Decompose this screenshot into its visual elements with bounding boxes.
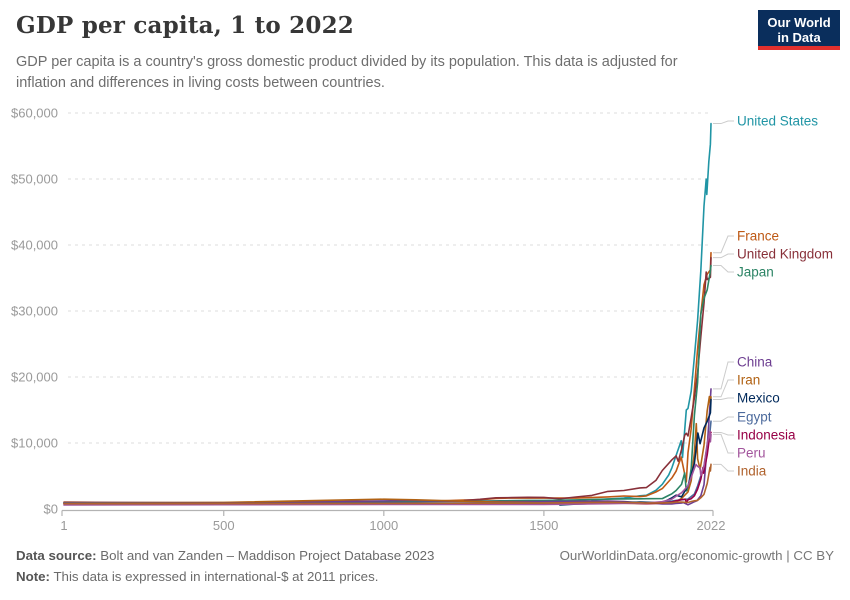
- y-tick-label: $10,000: [11, 436, 58, 451]
- x-tick-label: 1: [60, 518, 67, 533]
- label-connector-india: [713, 463, 734, 472]
- label-connector-united-states: [713, 120, 734, 125]
- series-label-japan[interactable]: Japan: [737, 265, 774, 280]
- series-label-egypt[interactable]: Egypt: [737, 410, 772, 425]
- series-label-mexico[interactable]: Mexico: [737, 391, 780, 406]
- chart-subtitle: GDP per capita is a country's gross dome…: [16, 54, 678, 92]
- chart-title: GDP per capita, 1 to 2022: [16, 12, 354, 39]
- data-source-text: Bolt and van Zanden – Maddison Project D…: [96, 548, 435, 563]
- owid-logo-background: [758, 10, 840, 50]
- x-tick-label: 1000: [369, 518, 398, 533]
- x-tick-label: 500: [213, 518, 235, 533]
- y-tick-label: $30,000: [11, 304, 58, 319]
- owid-logo-line1: Our World: [767, 15, 831, 30]
- owid-logo-line2: in Data: [777, 30, 821, 45]
- y-tick-label: $60,000: [11, 106, 58, 121]
- data-source-label: Data source:: [16, 548, 97, 563]
- y-tick-label: $0: [44, 502, 58, 517]
- series-label-india[interactable]: India: [737, 464, 767, 479]
- owid-logo[interactable]: Our World in Data: [758, 10, 840, 50]
- series-line-united-kingdom: [463, 256, 712, 502]
- series-label-iran[interactable]: Iran: [737, 373, 760, 388]
- label-connector-iran: [713, 379, 734, 398]
- series-label-indonesia[interactable]: Indonesia: [737, 428, 796, 443]
- y-tick-label: $50,000: [11, 172, 58, 187]
- series-line-peru: [63, 430, 712, 506]
- x-tick-label: 2022: [697, 518, 726, 533]
- data-source-line: Data source: Bolt and van Zanden – Maddi…: [16, 545, 834, 566]
- y-tick-label: $20,000: [11, 370, 58, 385]
- label-connector-france: [713, 235, 734, 254]
- label-connector-indonesia: [713, 431, 734, 436]
- series-label-china[interactable]: China: [737, 355, 773, 370]
- label-connector-united-kingdom: [713, 253, 734, 259]
- series-line-iran: [63, 395, 712, 505]
- chart-footer: Data source: Bolt and van Zanden – Maddi…: [16, 545, 834, 588]
- label-connector-mexico: [713, 397, 734, 400]
- note-text: This data is expressed in international-…: [49, 569, 379, 585]
- label-connector-japan: [713, 264, 734, 273]
- label-connector-egypt: [713, 416, 734, 422]
- series-label-france[interactable]: France: [737, 229, 779, 244]
- note-label: Note:: [16, 569, 50, 585]
- label-connector-peru: [713, 433, 734, 454]
- series-line-china: [63, 388, 712, 506]
- owid-logo-accent-bar: [758, 46, 840, 50]
- series-label-united-states[interactable]: United States: [737, 114, 818, 129]
- series-line-japan: [296, 264, 712, 503]
- note-line: Note: This data is expressed in internat…: [16, 566, 834, 587]
- series-line-india: [63, 463, 712, 505]
- x-tick-label: 1500: [529, 518, 558, 533]
- series-label-peru[interactable]: Peru: [737, 446, 766, 461]
- y-tick-label: $40,000: [11, 238, 58, 253]
- label-connector-china: [713, 361, 734, 390]
- series-label-united-kingdom[interactable]: United Kingdom: [737, 247, 833, 262]
- attribution-link[interactable]: OurWorldinData.org/economic-growth | CC …: [559, 548, 834, 563]
- series-line-france: [63, 251, 712, 504]
